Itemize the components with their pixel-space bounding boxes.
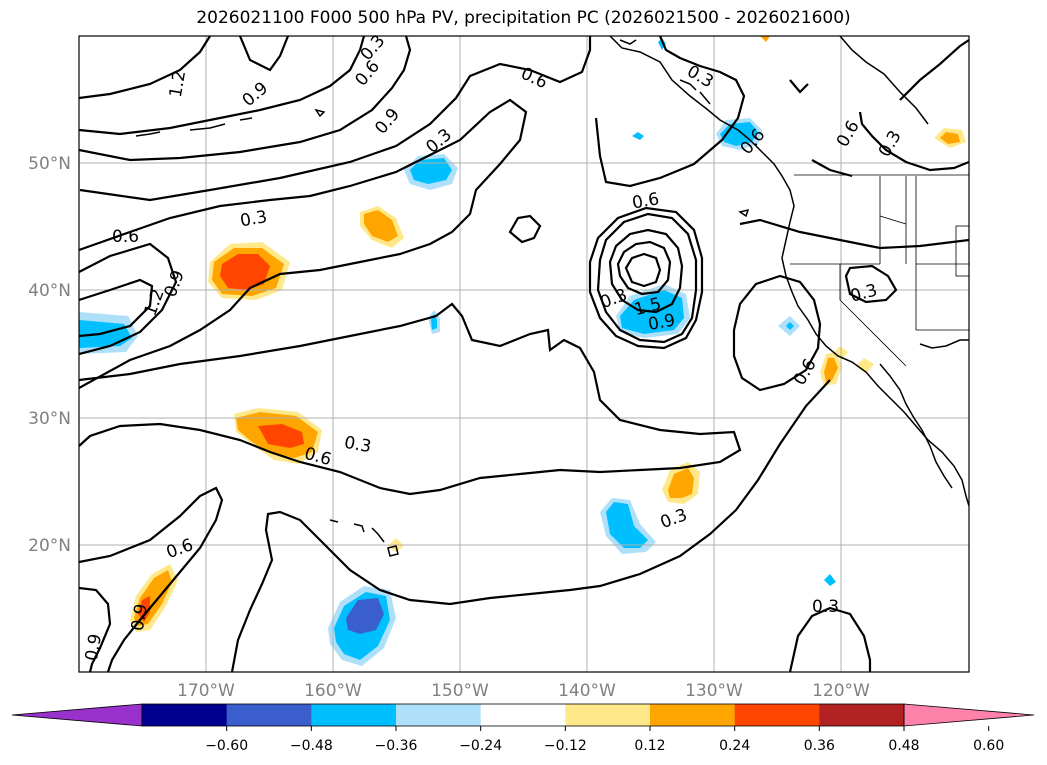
- colorbar-tick-label: 0.48: [888, 738, 919, 754]
- precip-blob-california-core: [786, 322, 794, 330]
- contour-label: 1.2: [166, 69, 190, 99]
- latitude-labels: 50°N 40°N 30°N 20°N: [28, 154, 71, 556]
- colorbar-tick-label: 0.12: [634, 738, 665, 754]
- precip-blob-155w-45n-core: [364, 210, 398, 242]
- coastlines: [135, 36, 969, 557]
- precip-blob-top-orange: [760, 36, 770, 42]
- contour-label: 0.6: [631, 189, 661, 213]
- colorbar-extend-low: [11, 703, 143, 727]
- colorbar-bin: [396, 704, 482, 726]
- colorbar-tick-label: −0.24: [459, 738, 502, 754]
- lon-label: 170°W: [177, 681, 235, 701]
- lon-label: 120°W: [812, 681, 870, 701]
- colorbar-bin: [819, 704, 905, 726]
- precip-blob-137w-21n-core: [606, 502, 648, 548]
- longitude-labels: 170°W 160°W 150°W 140°W 130°W 120°W: [177, 681, 870, 701]
- lon-label: 160°W: [304, 681, 362, 701]
- precip-blob-173w-15n-core: [138, 596, 150, 622]
- colorbar: −0.60 −0.48 −0.36 −0.24 −0.12 0.12 0.24 0.36 0.4…: [11, 703, 1035, 754]
- precip-blob-152w-49n-core: [410, 158, 452, 184]
- contour-label: 0.6: [833, 117, 864, 150]
- colorbar-outline: [141, 703, 905, 727]
- contour-label: 0.6: [790, 355, 821, 388]
- contour-label: 0.3: [422, 125, 456, 158]
- lat-label: 20°N: [28, 536, 71, 556]
- contour-label: 0.9: [239, 78, 273, 111]
- contour-label: 0.3: [875, 127, 906, 160]
- colorbar-tick-label: −0.12: [544, 738, 587, 754]
- colorbar-tick-label: 0.36: [804, 738, 835, 754]
- contour-labels: 1.2 0.9 0.9 0.6 0.3 0.6 0.3 0.6 1.2 0.9 …: [82, 31, 906, 662]
- pv-contours: [79, 36, 969, 672]
- precip-blob-top-right-core: [940, 132, 960, 144]
- lat-label: 30°N: [28, 409, 71, 429]
- lat-lon-grid: [79, 36, 969, 672]
- precip-blob-132w-24n-core: [668, 468, 694, 498]
- map-frame: [78, 35, 970, 673]
- precip-blob-165w-41n-core: [220, 254, 270, 290]
- contour-label: 0.9: [371, 105, 404, 139]
- colorbar-bin: [734, 704, 820, 726]
- contour-label: 0.9: [647, 311, 677, 335]
- lon-label: 150°W: [431, 681, 489, 701]
- precip-blob-158w-14n-core: [346, 598, 384, 634]
- contour-label: 0.6: [112, 227, 139, 247]
- contour-label: 0.3: [343, 433, 373, 457]
- contour-label: 0.3: [683, 61, 716, 92]
- precip-blob-socal-east: [856, 358, 874, 374]
- lon-label: 130°W: [685, 681, 743, 701]
- colorbar-tick-label: −0.48: [290, 738, 333, 754]
- colorbar-bin: [142, 704, 228, 726]
- contour-label: 0.9: [161, 268, 189, 300]
- precip-blob-socal-core: [824, 358, 838, 382]
- colorbar-tick-label: −0.60: [205, 738, 248, 754]
- political-borders: [790, 174, 969, 367]
- colorbar-bin: [226, 704, 312, 726]
- contour-label: 0.3: [812, 597, 839, 617]
- precip-blob-140w-52n: [632, 132, 644, 140]
- contour-label: 0.9: [82, 632, 106, 662]
- colorbar-bin: [311, 704, 397, 726]
- precip-blob-small-blue-south: [824, 574, 836, 586]
- contour-label: 0.3: [239, 207, 269, 231]
- colorbar-tick-label: −0.36: [375, 738, 418, 754]
- map-title: 2026021100 F000 500 hPa PV, precipitatio…: [196, 8, 851, 28]
- precip-blob-163w-28n-core: [258, 424, 304, 448]
- contour-label: 0.3: [848, 280, 879, 306]
- colorbar-bin: [565, 704, 651, 726]
- colorbar-tick-label: 0.60: [973, 738, 1004, 754]
- lon-label: 140°W: [558, 681, 616, 701]
- colorbar-tick-label: 0.24: [719, 738, 750, 754]
- contour-label: 0.6: [302, 444, 333, 470]
- lat-label: 50°N: [28, 154, 71, 174]
- lat-label: 40°N: [28, 281, 71, 301]
- contour-label: 0.9: [128, 602, 152, 632]
- colorbar-extend-high: [903, 703, 1035, 727]
- contour-label: 0.3: [658, 505, 690, 533]
- colorbar-bin: [650, 704, 736, 726]
- colorbar-bin: [480, 704, 566, 726]
